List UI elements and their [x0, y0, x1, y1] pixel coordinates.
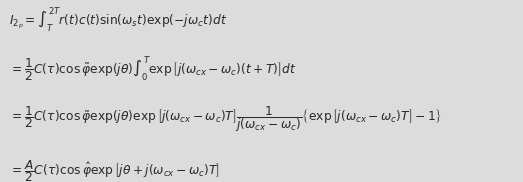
Text: $= \dfrac{A}{2} C(\tau)\cos\hat{\varphi}\exp\left[j\theta + j(\omega_{cx}-\omega: $= \dfrac{A}{2} C(\tau)\cos\hat{\varphi}…: [9, 158, 220, 182]
Text: $= \dfrac{1}{2} C(\tau)\cos\tilde{\varphi}\exp(j\theta)\int_{0}^{T}\exp\left[j(\: $= \dfrac{1}{2} C(\tau)\cos\tilde{\varph…: [9, 55, 297, 84]
Text: $= \dfrac{1}{2} C(\tau)\cos\tilde{\varphi}\exp(j\theta)\exp\left[j(\omega_{cx}-\: $= \dfrac{1}{2} C(\tau)\cos\tilde{\varph…: [9, 104, 442, 134]
Text: $I_{2_p} = \int_{T}^{2T} r(t)c(t)\sin(\omega_s t)\exp(-j\omega_c t)dt$: $I_{2_p} = \int_{T}^{2T} r(t)c(t)\sin(\o…: [9, 5, 228, 34]
